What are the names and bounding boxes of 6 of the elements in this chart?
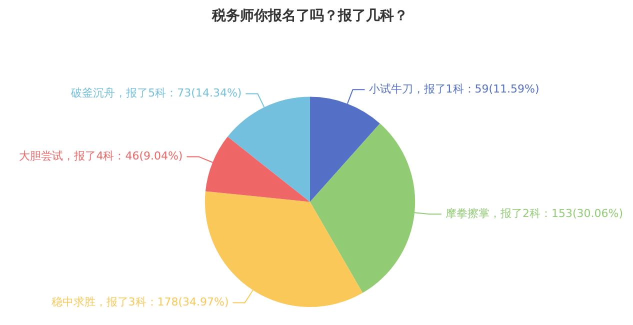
chart-title: 税务师你报名了吗？报了几科？ xyxy=(211,7,408,24)
slice-label: 小试牛刀，报了1科：59(11.59%) xyxy=(368,82,540,96)
slice-label: 破釜沉舟，报了5科：73(14.34%) xyxy=(70,86,242,100)
slice-label: 摩拳擦掌，报了2科：153(30.06%) xyxy=(445,206,624,220)
slice-label: 大胆尝试，报了4科：46(9.04%) xyxy=(19,150,183,163)
slice-label: 稳中求胜，报了3科：178(34.97%) xyxy=(51,296,229,309)
